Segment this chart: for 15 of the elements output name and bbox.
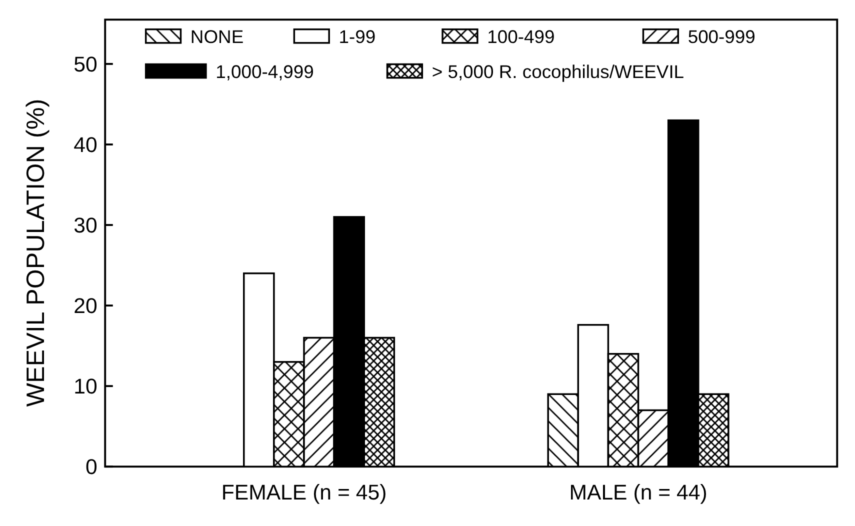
y-axis-title: WEEVIL POPULATION (%) [22, 98, 50, 407]
y-tick-label: 20 [74, 294, 98, 318]
y-tick-label: 40 [74, 132, 98, 157]
legend-label: 100-499 [487, 26, 555, 47]
y-tick-label: 10 [74, 374, 98, 399]
legend-label: > 5,000 R. cocophilus/WEEVIL [432, 60, 684, 82]
y-tick-label: 30 [74, 213, 98, 238]
legend-label: 1,000-4,999 [216, 60, 314, 82]
y-tick-label: 0 [85, 455, 98, 480]
x-tick-label: FEMALE (n = 45) [221, 480, 387, 505]
legend-label: 1-99 [338, 26, 376, 47]
legend-label: NONE [190, 26, 244, 47]
x-tick-label: MALE (n = 44) [569, 480, 708, 505]
y-tick-label: 50 [74, 52, 98, 76]
legend-label: 500-999 [688, 26, 756, 47]
